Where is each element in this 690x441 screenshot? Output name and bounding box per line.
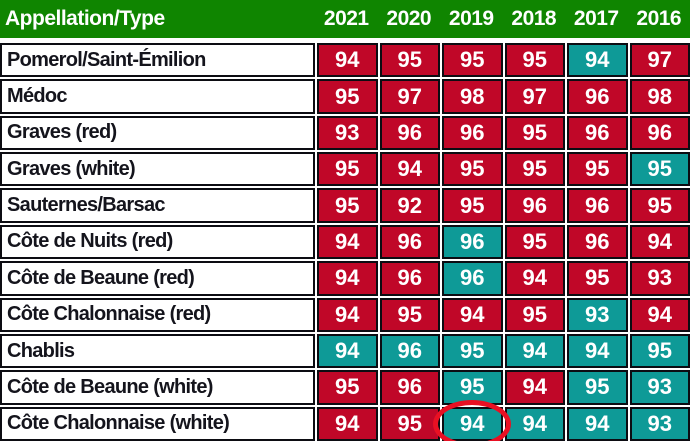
score-cell: 95 [504,115,565,151]
score-cell: 95 [442,152,503,187]
score-cell: 95 [504,152,565,187]
row-label: Pomerol/Saint-Émilion [0,43,315,78]
score-cell: 95 [567,261,628,296]
table-body: Pomerol/Saint-Émilion 94 95 95 95 94 97 Médoc 95… [0,43,690,441]
score-cell: 95 [317,370,378,405]
row-label: Graves (white) [0,152,315,187]
score-cell: 95 [317,152,378,187]
score-cell: 95 [567,152,628,187]
score-cell: 94 [317,261,378,296]
score-cell: 94 [317,43,378,78]
score-cell: 92 [379,188,440,223]
score-cell: 95 [317,188,378,223]
score-cell: 93 [629,370,690,405]
score-cell: 94 [567,43,628,78]
score-cell: 93 [317,115,378,151]
score-cell: 95 [379,406,440,441]
score-cell: 94 [504,406,565,441]
header-year-2019: 2019 [448,7,494,30]
header-year-2020: 2020 [386,7,432,30]
score-cell: 93 [629,406,690,441]
header-year-2017: 2017 [573,7,619,30]
score-cell: 95 [442,188,503,223]
score-cell: 95 [317,79,378,114]
row-label: Chablis [0,333,315,369]
score-cell: 94 [442,297,503,332]
score-cell: 96 [504,188,565,223]
header-year-2018: 2018 [511,7,557,30]
score-cell: 94 [504,370,565,405]
score-cell: 95 [629,333,690,369]
score-cell: 96 [629,115,690,151]
score-cell: 94 [504,261,565,296]
score-cell: 95 [379,297,440,332]
score-cell: 94 [629,224,690,260]
row-label: Côte de Nuits (red) [0,224,315,260]
row-label: Côte de Beaune (white) [0,370,315,405]
score-cell: 95 [442,370,503,405]
score-cell: 96 [442,115,503,151]
header-appellation-label: Appellation/Type [5,7,165,30]
score-cell: 94 [442,406,503,441]
score-cell: 95 [504,43,565,78]
score-cell: 94 [317,297,378,332]
score-cell: 95 [442,43,503,78]
score-cell: 96 [379,370,440,405]
score-cell: 96 [379,224,440,260]
score-cell: 98 [442,79,503,114]
score-cell: 96 [567,188,628,223]
score-cell: 94 [317,333,378,369]
score-cell: 97 [504,79,565,114]
score-cell: 94 [317,406,378,441]
score-cell: 95 [442,333,503,369]
score-cell: 96 [567,224,628,260]
score-cell: 94 [567,406,628,441]
score-cell: 94 [504,333,565,369]
table-header: Appellation/Type 2021 2020 2019 2018 2017 201… [0,0,690,38]
row-label: Graves (red) [0,115,315,151]
row-label: Médoc [0,79,315,114]
score-cell: 95 [504,224,565,260]
score-cell: 96 [442,224,503,260]
score-cell: 96 [442,261,503,296]
score-cell: 97 [629,43,690,78]
row-label: Côte Chalonnaise (white) [0,406,315,441]
row-label: Côte Chalonnaise (red) [0,297,315,332]
row-label: Sauternes/Barsac [0,188,315,223]
score-cell: 96 [379,261,440,296]
score-cell: 95 [629,152,690,187]
score-cell: 98 [629,79,690,114]
score-cell: 95 [379,43,440,78]
score-cell: 96 [567,79,628,114]
score-cell: 97 [379,79,440,114]
score-cell: 95 [629,188,690,223]
score-cell: 95 [504,297,565,332]
header-year-2016: 2016 [636,7,682,30]
score-cell: 94 [629,297,690,332]
score-cell: 93 [629,261,690,296]
score-cell: 94 [317,224,378,260]
score-cell: 96 [379,115,440,151]
score-cell: 96 [567,115,628,151]
header-year-2021: 2021 [323,7,369,30]
row-label: Côte de Beaune (red) [0,261,315,296]
score-cell: 95 [567,370,628,405]
score-cell: 93 [567,297,628,332]
score-cell: 94 [567,333,628,369]
score-cell: 96 [379,333,440,369]
score-cell: 94 [379,152,440,187]
